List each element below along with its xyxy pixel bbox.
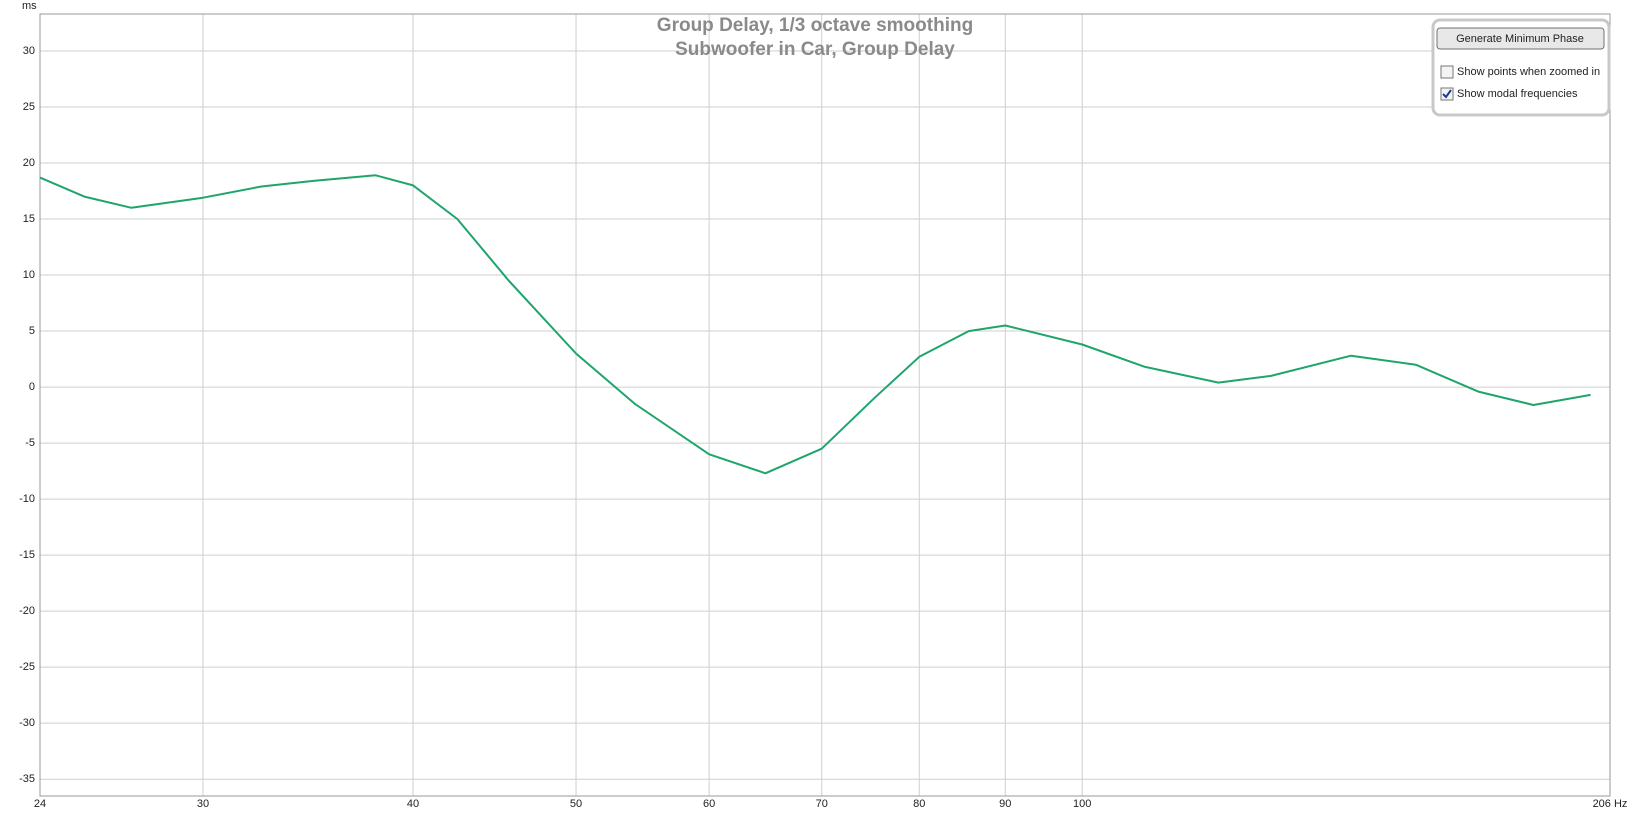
y-tick-label: 15 — [23, 213, 35, 225]
y-tick-label: -30 — [19, 717, 35, 729]
y-tick-label: -35 — [19, 773, 35, 785]
checkboxes: Show points when zoomed in Show modal fre… — [1440, 65, 1600, 101]
x-tick-label: 24 — [34, 798, 46, 810]
x-tick-label: 60 — [703, 798, 715, 810]
control-panel: Generate Minimum Phase Show points when … — [1431, 18, 1611, 117]
y-tick-label: 30 — [23, 45, 35, 57]
grid — [39, 14, 1611, 796]
x-tick-label: 90 — [999, 798, 1011, 810]
button-label[interactable]: Generate Minimum Phase — [1456, 33, 1584, 45]
y-tick-label: 10 — [23, 269, 35, 281]
y-tick-label: -25 — [19, 661, 35, 673]
chart-subtitle: Subwoofer in Car, Group Delay — [675, 39, 955, 60]
marks — [39, 174, 1591, 475]
y-axis-label: ms — [22, 0, 37, 12]
y-tick-label: -5 — [25, 437, 35, 449]
y-tick-label: 25 — [23, 101, 35, 113]
x-tick-label: 30 — [197, 798, 209, 810]
checkbox-label[interactable]: Show modal frequencies — [1457, 88, 1578, 100]
button[interactable] — [1436, 27, 1605, 50]
x-tick-label: 206 Hz — [1593, 798, 1628, 810]
checkbox-label[interactable]: Show points when zoomed in — [1457, 66, 1600, 78]
y-tick-label: 20 — [23, 157, 35, 169]
x-tick-label: 50 — [570, 798, 582, 810]
plot-frame — [39, 13, 1611, 797]
checkmark[interactable] — [1442, 89, 1452, 99]
chart-title: Group Delay, 1/3 octave smoothing — [657, 15, 973, 36]
x-tick-label: 80 — [913, 798, 925, 810]
y-tick-label: 0 — [29, 381, 35, 393]
y-tick-label: -20 — [19, 605, 35, 617]
y-tick-label: -15 — [19, 549, 35, 561]
series-line — [39, 174, 1591, 475]
x-tick-label: 40 — [407, 798, 419, 810]
checkbox[interactable] — [1440, 65, 1454, 79]
x-tick-label: 70 — [816, 798, 828, 810]
y-tick-label: -10 — [19, 493, 35, 505]
x-tick-label: 100 — [1073, 798, 1091, 810]
y-tick-label: 5 — [29, 325, 35, 337]
